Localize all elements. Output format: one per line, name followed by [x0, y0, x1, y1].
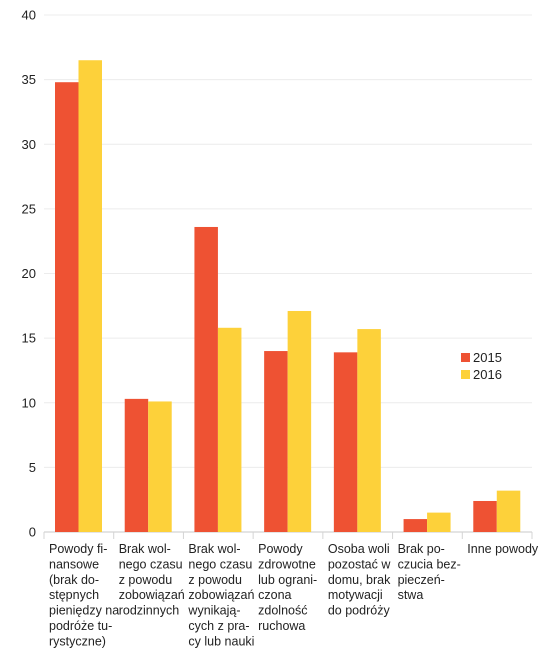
category-label-line: cy lub nauki — [188, 634, 254, 648]
category-label: Brak po-czucia bez-pieczeń-stwa — [398, 542, 461, 602]
y-tick-label: 25 — [22, 201, 36, 216]
legend: 2015 2016 — [461, 350, 502, 382]
legend-label-2015: 2015 — [473, 350, 502, 365]
category-label-line: cych z pra- — [188, 619, 249, 633]
legend-swatch-2015 — [461, 353, 470, 362]
category-label-line: stępnych — [49, 588, 99, 602]
bars — [55, 60, 521, 533]
category-label-line: zdrowotne — [258, 557, 316, 571]
category-label-line: rodzinnych — [119, 604, 179, 618]
bar-2016-cat-7 — [496, 490, 521, 532]
y-tick-label: 0 — [29, 525, 36, 540]
category-label: Brak wol-nego czasu z powodu zobowiązań wyn… — [187, 542, 254, 648]
bar-2015-cat-6 — [403, 519, 428, 532]
category-label-line: motywacji — [328, 588, 383, 602]
category-label-line: lub ograni- — [258, 573, 317, 587]
bar-2016-cat-1 — [78, 60, 102, 533]
category-label-line: zobowiązań — [119, 588, 185, 602]
category-label-line: wynikają- — [187, 604, 240, 618]
y-tick-label: 40 — [22, 8, 36, 23]
category-label-line: zdolność — [258, 604, 307, 618]
category-label-line: czona — [258, 588, 291, 602]
y-axis: 0 5 10 15 20 25 30 35 40 — [22, 8, 36, 540]
category-label-line: Powody fi- — [49, 542, 107, 556]
category-label-line: nego czasu — [188, 557, 252, 571]
category-label: Brak wol-nego czasu z powodu zobowiązań rod… — [119, 542, 185, 618]
bar-2015-cat-5 — [333, 352, 358, 532]
bar-2016-cat-5 — [357, 329, 381, 532]
category-label-line: rystyczne) — [49, 634, 106, 648]
y-tick-label: 10 — [22, 395, 36, 410]
category-label-line: z powodu — [188, 573, 242, 587]
category-label-line: zobowiązań — [188, 588, 254, 602]
bar-2016-cat-4 — [287, 310, 312, 532]
category-label-line: Powody — [258, 542, 303, 556]
y-tick-label: 20 — [22, 266, 36, 281]
x-axis: Powody fi-nansowe (brak do-stępnych pienię… — [43, 532, 539, 648]
legend-label-2016: 2016 — [473, 367, 502, 382]
category-label: Inne powody — [467, 542, 539, 556]
category-label-line: z powodu — [119, 573, 173, 587]
category-label-line: do podróży — [328, 604, 391, 618]
category-label-line: Osoba woli — [328, 542, 390, 556]
category-label: Osoba woli pozostać w domu, brak motywacji d… — [328, 542, 392, 618]
bar-2015-cat-7 — [473, 500, 497, 532]
y-tick-label: 30 — [22, 137, 36, 152]
bar-2015-cat-3 — [194, 226, 218, 532]
legend-swatch-2016 — [461, 370, 470, 379]
bar-2015-cat-1 — [55, 82, 79, 533]
category-label-line: Brak wol- — [188, 542, 240, 556]
bar-2016-cat-3 — [217, 327, 242, 532]
bar-2015-cat-4 — [264, 351, 288, 532]
category-label-line: nansowe — [49, 557, 99, 571]
category-label-line: nego czasu — [119, 557, 183, 571]
y-tick-label: 35 — [22, 72, 36, 87]
category-label-line: Inne powody — [467, 542, 539, 556]
bar-2015-cat-2 — [124, 398, 149, 532]
category-label-line: pieczeń- — [398, 573, 445, 587]
bar-2016-cat-6 — [427, 512, 451, 532]
category-label-line: Brak wol- — [119, 542, 171, 556]
category-label-line: podróże tu- — [49, 619, 112, 633]
category-label-line: Brak po- — [398, 542, 445, 556]
category-label: Powody fi-nansowe (brak do-stępnych pienię… — [49, 542, 119, 648]
y-tick-label: 5 — [29, 460, 36, 475]
category-label: Powody zdrowotne lub ograni-czona zdolność r… — [258, 542, 317, 633]
category-label-line: domu, brak — [328, 573, 391, 587]
category-label-line: ruchowa — [258, 619, 305, 633]
category-label-line: stwa — [398, 588, 424, 602]
category-label-line: pieniędzy na — [49, 604, 119, 618]
category-label-line: (brak do- — [49, 573, 99, 587]
bar-2016-cat-2 — [148, 401, 172, 532]
category-label-line: czucia bez- — [398, 557, 461, 571]
y-tick-label: 15 — [22, 331, 36, 346]
category-label-line: pozostać w — [328, 557, 392, 571]
